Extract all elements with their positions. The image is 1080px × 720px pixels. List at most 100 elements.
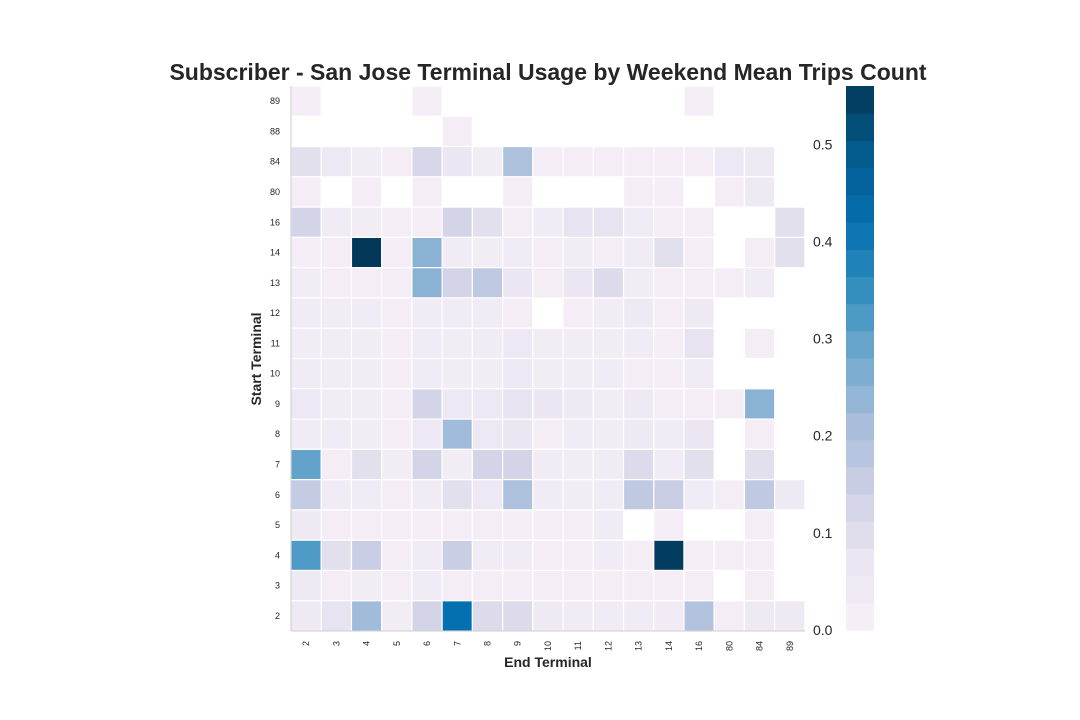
heatmap-cell bbox=[502, 600, 534, 632]
heatmap-cell bbox=[290, 85, 322, 117]
x-tick-label: 14 bbox=[664, 641, 674, 651]
heatmap-cell bbox=[592, 509, 625, 541]
heatmap-cell bbox=[320, 357, 353, 390]
heatmap-cell bbox=[653, 206, 685, 238]
colorbar-tick-label: 0.3 bbox=[813, 331, 833, 347]
colorbar-segment bbox=[846, 521, 874, 549]
colorbar-tick-label: 0.5 bbox=[813, 136, 833, 152]
heatmap-cell bbox=[441, 206, 473, 238]
heatmap-cell bbox=[411, 479, 443, 511]
heatmap-cell bbox=[743, 600, 776, 632]
heatmap-cell bbox=[562, 357, 594, 390]
heatmap-cell bbox=[290, 206, 322, 238]
colorbar-segment bbox=[846, 385, 874, 413]
heatmap-cell bbox=[713, 479, 746, 511]
heatmap-cell bbox=[502, 569, 534, 602]
heatmap-cell bbox=[471, 418, 504, 450]
heatmap-cell bbox=[381, 600, 413, 632]
heatmap-cell bbox=[622, 448, 655, 481]
heatmap-cell bbox=[683, 388, 715, 420]
heatmap-cell bbox=[713, 388, 746, 420]
heatmap-cell bbox=[622, 388, 655, 420]
heatmap-cell bbox=[532, 206, 564, 238]
heatmap-cell bbox=[411, 236, 443, 269]
colorbar-segment bbox=[846, 113, 874, 141]
heatmap-cell bbox=[743, 267, 776, 299]
heatmap-cell bbox=[441, 539, 473, 572]
heatmap-cell bbox=[774, 600, 806, 632]
heatmap-cell bbox=[381, 206, 413, 238]
heatmap-cell bbox=[411, 85, 443, 117]
heatmap-cell bbox=[622, 357, 655, 390]
y-axis-label: Start Terminal bbox=[248, 312, 264, 405]
heatmap-cell bbox=[502, 236, 534, 269]
heatmap-cell bbox=[350, 206, 383, 238]
heatmap-cell bbox=[592, 569, 625, 602]
heatmap-cell bbox=[562, 539, 594, 572]
colorbar-segment bbox=[846, 494, 874, 522]
x-tick-label: 80 bbox=[724, 641, 734, 651]
heatmap-cell bbox=[743, 388, 776, 420]
y-tick-label: 4 bbox=[275, 550, 280, 560]
heatmap-cell bbox=[502, 206, 534, 238]
heatmap-cell bbox=[350, 539, 383, 572]
heatmap-cell bbox=[471, 357, 504, 390]
heatmap-cell bbox=[411, 176, 443, 208]
y-tick-label: 16 bbox=[270, 217, 280, 227]
heatmap-cell bbox=[471, 600, 504, 632]
colorbar-segment bbox=[846, 548, 874, 577]
colorbar-segment bbox=[846, 602, 874, 631]
heatmap-cell bbox=[441, 569, 473, 602]
colorbar-segment bbox=[846, 358, 874, 386]
heatmap-cell bbox=[592, 388, 625, 420]
y-tick-label: 7 bbox=[275, 460, 280, 470]
heatmap-cell bbox=[411, 297, 443, 329]
heatmap-cell bbox=[320, 206, 353, 238]
colorbar-segment bbox=[846, 330, 874, 359]
heatmap-cell bbox=[411, 418, 443, 450]
heatmap-cell bbox=[622, 236, 655, 269]
heatmap-cell bbox=[713, 539, 746, 572]
heatmap-cell bbox=[653, 357, 685, 390]
y-tick-labels: 89 88 84 80 16 14 13 12 11 10 9 8 7 6 5 4 3 2 bbox=[270, 96, 280, 621]
heatmap-cell bbox=[622, 176, 655, 208]
heatmap-cell bbox=[653, 145, 685, 178]
x-tick-label: 2 bbox=[301, 641, 311, 646]
heatmap-cell bbox=[290, 600, 322, 632]
heatmap-cell bbox=[532, 236, 564, 269]
heatmap-cell bbox=[683, 539, 715, 572]
heatmap-cell bbox=[502, 539, 534, 572]
x-tick-label: 11 bbox=[573, 641, 583, 650]
heatmap-cell bbox=[320, 539, 353, 572]
heatmap-cell bbox=[683, 479, 715, 511]
y-tick-label: 88 bbox=[270, 126, 280, 136]
heatmap-cell bbox=[411, 600, 443, 632]
x-tick-label: 13 bbox=[634, 641, 644, 651]
heatmap-cell bbox=[683, 85, 715, 117]
heatmap-cell bbox=[381, 539, 413, 572]
heatmap-cell bbox=[320, 388, 353, 420]
heatmap-cell bbox=[562, 569, 594, 602]
heatmap-cell bbox=[683, 418, 715, 450]
heatmap-cell bbox=[562, 479, 594, 511]
heatmap-cell bbox=[441, 448, 473, 481]
heatmap-cell bbox=[290, 297, 322, 329]
heatmap-cell bbox=[350, 479, 383, 511]
colorbar-segment bbox=[846, 167, 874, 196]
heatmap-cell bbox=[471, 479, 504, 511]
heatmap-cell bbox=[350, 448, 383, 481]
heatmap-cell bbox=[471, 145, 504, 178]
heatmap-cell bbox=[411, 206, 443, 238]
heatmap-cell bbox=[441, 297, 473, 329]
heatmap-cell bbox=[441, 145, 473, 178]
heatmap-cell bbox=[502, 388, 534, 420]
heatmap-cell bbox=[502, 357, 534, 390]
x-tick-labels: 2 3 4 5 6 7 8 9 10 11 12 13 14 16 80 84 89 bbox=[301, 641, 795, 651]
heatmap-cell bbox=[290, 539, 322, 572]
y-tick-label: 10 bbox=[270, 369, 280, 379]
heatmap-cell bbox=[592, 236, 625, 269]
heatmap-cell bbox=[653, 600, 685, 632]
heatmap-cell bbox=[653, 569, 685, 602]
heatmap-cell bbox=[411, 267, 443, 299]
